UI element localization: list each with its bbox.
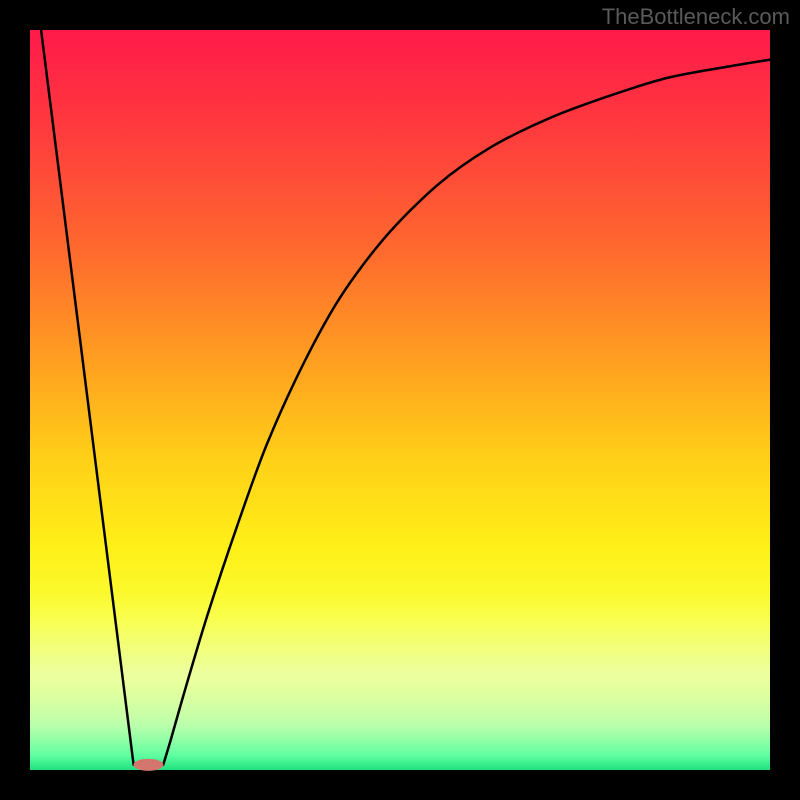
watermark-text: TheBottleneck.com: [602, 4, 790, 30]
lightening-band: [30, 592, 770, 755]
chart-container: TheBottleneck.com: [0, 0, 800, 800]
chart-svg: [0, 0, 800, 800]
optimal-marker: [133, 759, 163, 771]
